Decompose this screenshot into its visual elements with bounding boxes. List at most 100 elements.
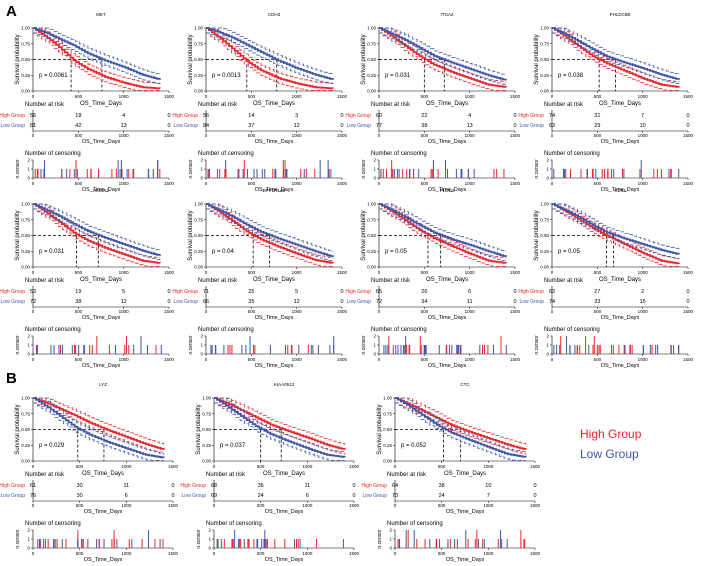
censor-y-label: n.censor <box>15 335 21 355</box>
km-curve-low <box>33 397 165 459</box>
censor-y-tick-label: 1 <box>373 343 376 348</box>
censor-y-tick-label: 0 <box>373 352 376 357</box>
risk-value-high: 0 <box>513 289 516 295</box>
km-title: PLOD2 <box>440 188 455 193</box>
km-y-tick-label: 0.75 <box>21 41 30 46</box>
risk-title: Number at risk <box>25 102 65 108</box>
km-curve-low <box>206 203 334 257</box>
ci-lower-low <box>33 32 161 85</box>
risk-value-high: 68 <box>211 483 217 489</box>
risk-value-high: 7 <box>641 113 644 119</box>
censor-x-tick-label: 0 <box>205 357 208 362</box>
risk-x-label: OS_Time_Days <box>446 509 485 515</box>
censor-x-tick-label: 500 <box>248 357 256 362</box>
km-y-tick-label: 0.00 <box>383 459 392 464</box>
km-x-label: OS_Time_Days <box>444 471 486 477</box>
risk-value-low: 69 <box>211 493 217 499</box>
risk-title: Number at risk <box>371 102 411 108</box>
censor-y-label: n.censor <box>188 335 194 355</box>
km-y-tick-label: 0.00 <box>367 89 376 94</box>
km-x-tick-label: 1500 <box>168 464 179 469</box>
risk-title: Number at risk <box>198 102 238 108</box>
panel-label-a: A <box>6 3 17 20</box>
censor-y-tick-label: 2 <box>373 158 376 163</box>
risk-value-low: 15 <box>640 299 646 305</box>
ci-upper-low <box>552 27 680 75</box>
km-x-tick-label: 1500 <box>530 464 541 469</box>
risk-value-low: 42 <box>75 123 81 129</box>
group-legend: High Group Low Group <box>580 427 642 461</box>
ci-lower-high <box>206 32 333 91</box>
ci-upper-high <box>33 27 161 84</box>
km-y-tick-label: 0.25 <box>21 249 30 254</box>
risk-value-high: 60 <box>376 113 382 119</box>
ci-lower-low <box>214 402 345 461</box>
censor-y-tick-label: 2 <box>546 334 549 339</box>
risk-value-high: 4 <box>468 113 471 119</box>
censor-x-label: OS_Time_Days <box>82 187 121 193</box>
risk-value-low: 73 <box>392 493 398 499</box>
risk-x-tick-label: 500 <box>421 133 429 138</box>
km-curve-low <box>552 203 680 255</box>
censor-y-tick-label: 0 <box>373 176 376 181</box>
censor-x-label: OS_Time_Days <box>265 557 304 563</box>
km-curve-low <box>379 203 507 257</box>
km-y-tick-label: 0.00 <box>21 459 30 464</box>
km-title: CD44 <box>614 188 626 193</box>
km-y-tick-label: 0.75 <box>540 41 549 46</box>
km-x-tick-label: 0 <box>205 94 208 99</box>
risk-value-low: 12 <box>294 123 300 129</box>
km-x-tick-label: 500 <box>75 270 83 275</box>
risk-value-high: 71 <box>203 289 209 295</box>
censor-x-tick-label: 1000 <box>119 357 130 362</box>
km-y-tick-label: 1.00 <box>367 26 376 31</box>
km-y-tick-label: 0.25 <box>21 443 30 448</box>
risk-value-low: 0 <box>686 299 689 305</box>
censor-y-tick-label: 1 <box>546 343 549 348</box>
censor-x-tick-label: 1500 <box>164 357 175 362</box>
censor-x-tick-label: 500 <box>421 181 429 186</box>
ci-lower-low <box>206 32 334 85</box>
risk-x-label: OS_Time_Days <box>601 315 640 321</box>
censor-x-tick-label: 0 <box>205 181 208 186</box>
risk-row-label-high: High Group <box>0 289 25 295</box>
risk-value-low: 76 <box>30 493 36 499</box>
km-curve-high <box>33 203 161 264</box>
km-x-tick-label: 0 <box>378 94 381 99</box>
censor-y-tick-label: 0 <box>27 352 30 357</box>
km-x-tick-label: 1000 <box>638 94 649 99</box>
risk-x-tick-label: 0 <box>213 503 216 508</box>
km-y-tick-label: 0.75 <box>367 217 376 222</box>
risk-value-high: 10 <box>485 483 491 489</box>
censor-x-tick-label: 1000 <box>483 551 494 556</box>
risk-x-tick-label: 1000 <box>119 309 130 314</box>
risk-value-low: 13 <box>121 123 127 129</box>
risk-value-low: 6 <box>306 493 309 499</box>
censor-x-tick-label: 500 <box>421 357 429 362</box>
risk-value-low: 84 <box>203 123 209 129</box>
censor-x-tick-label: 500 <box>75 181 83 186</box>
ci-lower-low <box>395 402 526 461</box>
censor-x-label: OS_Time_Days <box>601 363 640 369</box>
risk-row-label-low: Low Group <box>182 493 207 499</box>
risk-x-tick-label: 1000 <box>119 133 130 138</box>
ci-lower-low <box>33 208 161 261</box>
p-value: p = 0.05 <box>558 249 581 255</box>
km-curve-high <box>379 203 507 264</box>
km-y-tick-label: 0.75 <box>383 411 392 416</box>
km-y-tick-label: 0.75 <box>194 41 203 46</box>
km-x-tick-label: 500 <box>75 94 83 99</box>
censor-x-label: OS_Time_Days <box>82 363 121 369</box>
km-x-tick-label: 0 <box>213 464 216 469</box>
censor-y-tick-label: 1 <box>27 167 30 172</box>
km-x-tick-label: 1000 <box>121 464 132 469</box>
km-y-tick-label: 0.75 <box>540 217 549 222</box>
ci-upper-low <box>379 27 507 76</box>
censor-y-tick-label: 0 <box>546 352 549 357</box>
censor-x-tick-label: 0 <box>213 551 216 556</box>
risk-value-low: 74 <box>549 299 555 305</box>
censor-x-tick-label: 0 <box>378 181 381 186</box>
risk-value-high: 0 <box>340 113 343 119</box>
censor-y-tick-label: 2 <box>27 334 30 339</box>
